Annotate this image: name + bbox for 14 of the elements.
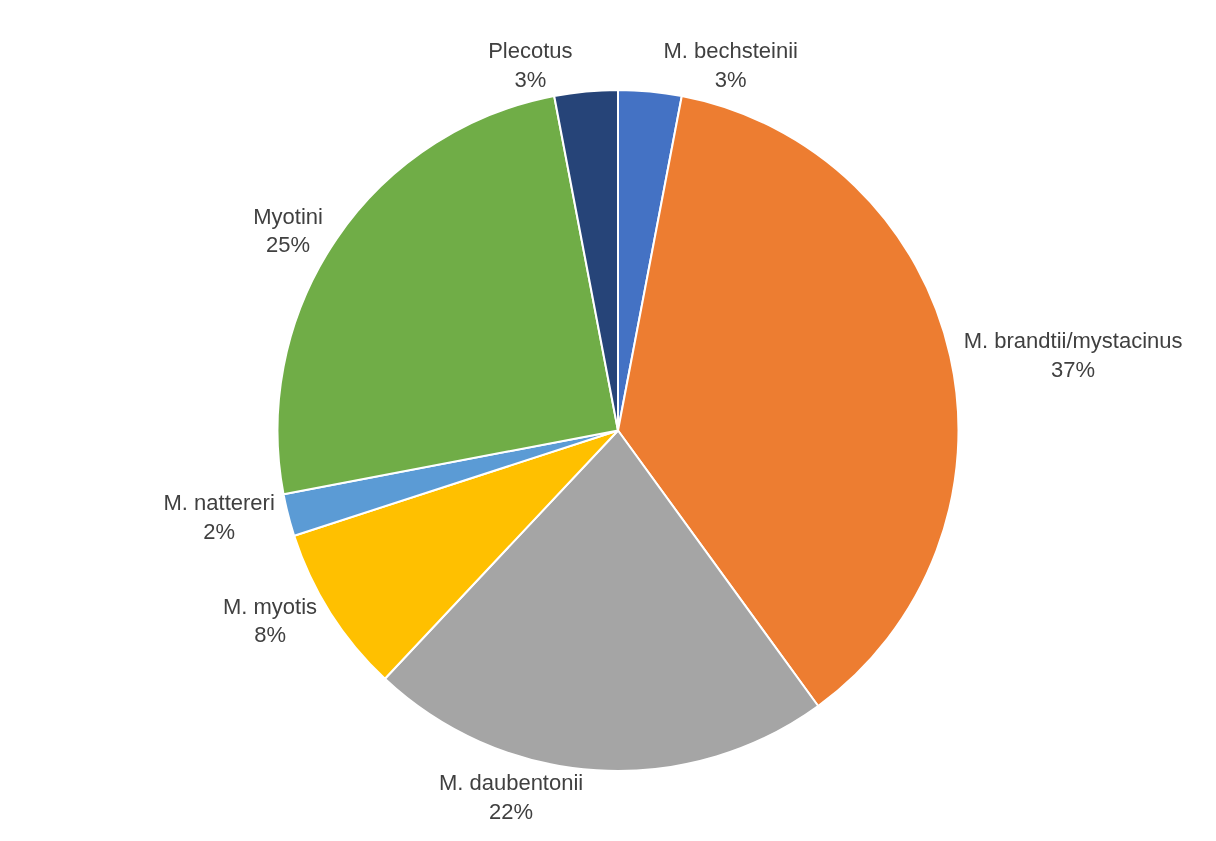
slice-label: M. nattereri <box>163 490 275 516</box>
slice-label: M. myotis <box>222 593 318 619</box>
data-label: 8% <box>254 622 286 648</box>
data-label: 25% <box>266 232 311 258</box>
data-label: 3% <box>514 66 547 92</box>
data-label: 3% <box>714 66 747 92</box>
slice-label: M. brandtii/mystacinus <box>963 328 1183 354</box>
slice-label: Myotini <box>253 203 323 229</box>
slice-label: Plecotus <box>488 38 573 64</box>
slice-label: M. bechsteinii <box>663 38 798 64</box>
data-label: 22% <box>489 798 534 824</box>
slice-label: M. daubentonii <box>438 770 584 796</box>
data-label: 2% <box>203 518 236 544</box>
data-label: 37% <box>1051 356 1096 382</box>
